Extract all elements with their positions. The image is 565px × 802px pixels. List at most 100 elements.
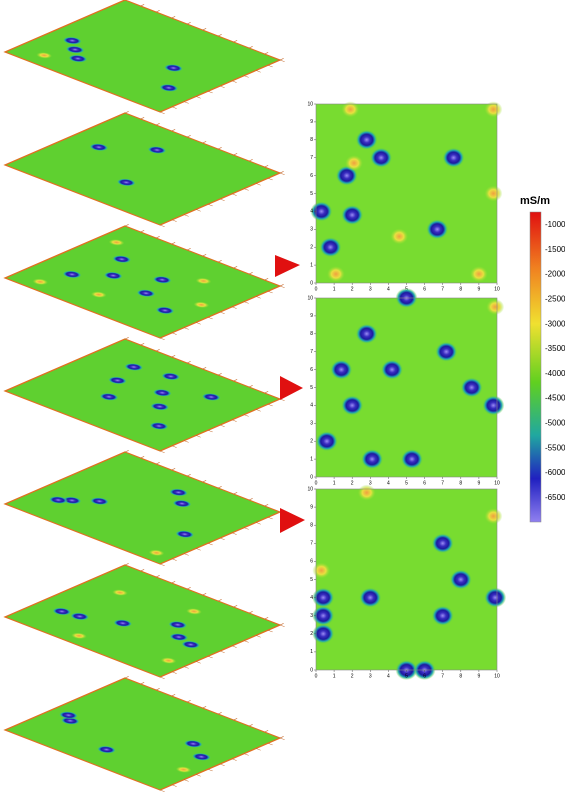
slice-tick xyxy=(187,248,191,250)
y-tick-label: 10 xyxy=(307,486,313,492)
slice-tick xyxy=(141,682,145,684)
slice-tick xyxy=(160,225,165,227)
slice-tick xyxy=(232,307,237,309)
y-tick-label: 7 xyxy=(310,349,313,355)
slice-tick xyxy=(218,260,222,262)
slice-tick xyxy=(218,599,222,601)
maps: 0123456789100123456789100123456789100123… xyxy=(307,101,506,680)
colorbar-label: -6500 xyxy=(545,493,565,502)
x-tick-label: 1 xyxy=(333,286,336,292)
x-tick-label: 9 xyxy=(478,286,481,292)
map-anomaly xyxy=(316,431,338,451)
slice-tick xyxy=(184,554,189,556)
slice-tick xyxy=(156,349,160,351)
y-tick-label: 1 xyxy=(310,456,313,462)
x-tick-label: 0 xyxy=(315,673,318,679)
slice-tick xyxy=(232,533,237,535)
slice-tick xyxy=(208,317,213,319)
slice-tick xyxy=(280,623,284,625)
slice-tick xyxy=(280,284,284,286)
y-tick-label: 9 xyxy=(310,504,313,510)
slice-tick xyxy=(203,28,207,30)
x-tick-label: 6 xyxy=(423,480,426,486)
slice-tick xyxy=(234,718,238,720)
y-tick-label: 10 xyxy=(307,295,313,301)
slice-tick xyxy=(234,379,238,381)
slice-tick xyxy=(125,676,129,678)
slice-tick xyxy=(280,286,285,288)
slice-tick xyxy=(196,322,201,324)
slice-plane xyxy=(5,678,280,790)
slice-tick xyxy=(172,129,176,131)
map-anomaly xyxy=(341,205,363,225)
x-tick-label: 4 xyxy=(387,673,390,679)
slice-tick xyxy=(172,107,177,109)
x-tick-label: 5 xyxy=(405,673,408,679)
slice-tick xyxy=(172,694,176,696)
slice-tick xyxy=(184,102,189,104)
slice-tick xyxy=(249,498,253,500)
slice-tick xyxy=(268,517,273,519)
map-anomaly xyxy=(482,395,504,415)
x-tick-label: 6 xyxy=(423,286,426,292)
slice-tick xyxy=(280,625,285,627)
map-anomaly xyxy=(330,360,352,380)
slice-tick xyxy=(196,774,201,776)
map-anomaly xyxy=(341,395,363,415)
y-tick-label: 6 xyxy=(310,173,313,179)
x-tick-label: 5 xyxy=(405,480,408,486)
slice xyxy=(5,676,288,791)
arrow xyxy=(280,376,303,400)
x-tick-label: 2 xyxy=(351,286,354,292)
map-anomaly xyxy=(370,148,392,168)
y-tick-label: 1 xyxy=(310,649,313,655)
map-anomaly xyxy=(381,360,403,380)
slice-tick xyxy=(220,651,225,653)
y-tick-label: 9 xyxy=(310,119,313,125)
slice-tick xyxy=(187,22,191,24)
map-anomaly xyxy=(345,155,363,171)
slice-tick xyxy=(234,492,238,494)
slice-tick xyxy=(232,81,237,83)
map-anomaly xyxy=(359,588,381,608)
slice-plane xyxy=(5,565,280,677)
slice-tick xyxy=(249,46,253,48)
x-tick-label: 7 xyxy=(441,286,444,292)
slice-tick xyxy=(172,333,177,335)
x-tick-label: 1 xyxy=(333,480,336,486)
x-tick-label: 0 xyxy=(315,286,318,292)
slice-tick xyxy=(208,769,213,771)
slice-tick xyxy=(203,367,207,369)
colorbar-label: -4500 xyxy=(545,394,565,403)
slice-tick xyxy=(187,361,191,363)
slice-tick xyxy=(203,593,207,595)
slice-tick xyxy=(265,617,269,619)
y-tick-label: 2 xyxy=(310,439,313,445)
slice-tick xyxy=(268,178,273,180)
colorbar-label: -1500 xyxy=(545,245,565,254)
map-anomaly xyxy=(426,219,448,239)
x-tick-label: 3 xyxy=(369,673,372,679)
slice-tick xyxy=(184,780,189,782)
slice-tick xyxy=(265,730,269,732)
x-tick-label: 8 xyxy=(459,480,462,486)
slice-tick xyxy=(256,522,261,524)
slice-tick xyxy=(265,278,269,280)
slice-tick xyxy=(256,183,261,185)
slice-tick xyxy=(244,415,249,417)
slice-tick xyxy=(208,430,213,432)
colorbar-label: -3000 xyxy=(545,319,565,328)
slice-tick xyxy=(160,451,165,453)
y-tick-label: 2 xyxy=(310,631,313,637)
slice-tick xyxy=(196,435,201,437)
map-anomaly xyxy=(319,237,341,257)
map-anomaly xyxy=(484,588,506,608)
slice-tick xyxy=(125,450,129,452)
x-tick-label: 2 xyxy=(351,673,354,679)
slice-tick xyxy=(187,474,191,476)
slice-tick xyxy=(265,165,269,167)
slice-tick xyxy=(244,754,249,756)
slice-tick xyxy=(244,189,249,191)
y-tick-label: 4 xyxy=(310,209,313,215)
slice-tick xyxy=(280,171,284,173)
